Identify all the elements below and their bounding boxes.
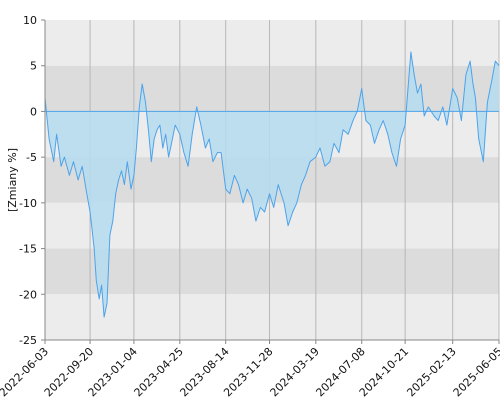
y-tick-label: -5 — [26, 151, 37, 164]
x-tick-label: 2025-06-05 — [451, 345, 500, 399]
y-axis-ticks: 10 5 0 -5 -10 -15 -20 -25 — [19, 14, 45, 347]
y-tick-label: -10 — [19, 197, 37, 210]
y-tick-label: 5 — [30, 60, 37, 73]
background-band — [45, 248, 499, 295]
series-line-path — [44, 51, 500, 318]
plot-frame — [44, 20, 499, 341]
background-band — [45, 202, 499, 249]
x-axis-ticks: 2022-06-032022-09-202023-01-042023-04-25… — [0, 340, 500, 399]
background-band — [45, 20, 499, 66]
y-tick-label: -25 — [19, 334, 37, 347]
series-area-fill — [45, 52, 499, 318]
y-tick-label: -15 — [19, 243, 37, 256]
y-tick-label: 10 — [23, 14, 37, 27]
series-line — [44, 51, 500, 318]
y-tick-label: 0 — [30, 105, 37, 118]
y-tick-label: -20 — [19, 288, 37, 301]
background-band — [45, 294, 499, 340]
y-axis-label: [Zmiany %] — [6, 148, 19, 212]
background-band — [45, 65, 499, 112]
